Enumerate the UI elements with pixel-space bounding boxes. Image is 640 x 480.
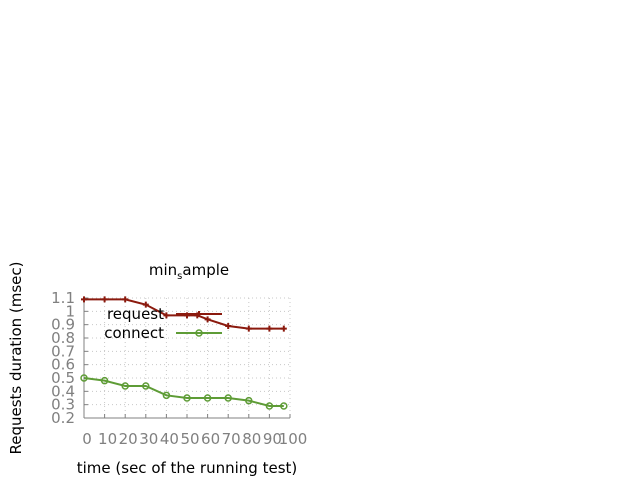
- y-tick-label: 0.9: [51, 316, 75, 334]
- y-tick-label: 0.3: [51, 396, 75, 414]
- x-tick-label: 10: [98, 430, 117, 448]
- data-point: [101, 296, 108, 303]
- data-point: [203, 394, 212, 402]
- data-point: [245, 325, 252, 332]
- x-tick-label: 30: [139, 430, 158, 448]
- x-axis-title: time (sec of the running test): [77, 459, 298, 477]
- data-point: [265, 402, 274, 410]
- data-point: [162, 391, 171, 400]
- x-tick-label: 80: [242, 430, 261, 448]
- data-point: [195, 329, 203, 337]
- data-point: [163, 312, 170, 319]
- y-tick-label: 0.7: [51, 342, 75, 360]
- data-point: [100, 376, 109, 385]
- y-tick-label: 0.8: [51, 329, 75, 347]
- x-tick-label: 100: [279, 430, 308, 448]
- y-tick-label: 1: [65, 302, 75, 320]
- x-tick-label: 90: [263, 430, 282, 448]
- series-layer: [80, 296, 288, 410]
- data-point: [122, 296, 129, 303]
- data-point: [196, 311, 202, 317]
- data-point: [245, 396, 253, 405]
- data-point: [183, 394, 191, 402]
- data-point: [225, 323, 232, 329]
- y-tick-label: 1.1: [51, 289, 75, 307]
- data-point: [204, 316, 211, 323]
- series-connect: [80, 374, 288, 410]
- data-point: [121, 382, 129, 390]
- axes: [83, 297, 291, 419]
- y-tick-label: 0.4: [51, 382, 75, 400]
- data-point: [142, 382, 150, 390]
- legend-label-connect: connect: [104, 324, 164, 342]
- x-tick-label: 20: [119, 430, 138, 448]
- data-point: [81, 296, 87, 303]
- x-tick-label: 0: [82, 430, 92, 448]
- x-tick-label: 50: [180, 430, 199, 448]
- chart-title: minsample: [149, 261, 229, 282]
- series-line-connect: [83, 377, 284, 407]
- data-point: [266, 325, 273, 332]
- x-tick-label: 70: [222, 430, 241, 448]
- data-point: [80, 374, 88, 382]
- series-line-request: [84, 298, 284, 330]
- data-point: [224, 394, 232, 402]
- legend-label-request: request: [107, 305, 164, 323]
- y-tick-label: 0.5: [51, 369, 75, 387]
- y-tick-label: 0.2: [51, 409, 75, 427]
- data-point: [142, 301, 149, 308]
- x-tick-label: 40: [160, 430, 179, 448]
- x-tick-label: 60: [201, 430, 220, 448]
- data-point: [280, 325, 287, 332]
- y-axis-title: Requests duration (msec): [7, 261, 25, 454]
- y-tick-label: 0.6: [51, 356, 75, 374]
- data-point: [280, 402, 288, 410]
